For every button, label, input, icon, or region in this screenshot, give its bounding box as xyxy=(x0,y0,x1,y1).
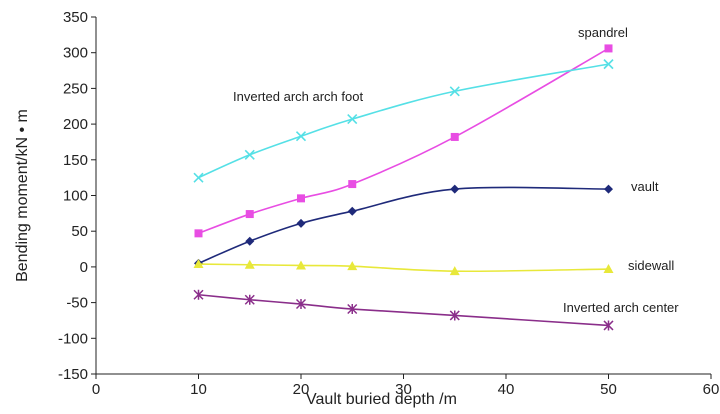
y-tick-label: 300 xyxy=(63,45,88,62)
series-sidewall xyxy=(193,259,614,276)
y-tick-label: 150 xyxy=(63,152,88,169)
series-label-sidewall: sidewall xyxy=(628,258,674,273)
axes xyxy=(91,16,712,379)
series-line-vault xyxy=(198,186,609,265)
data-point-vault xyxy=(604,184,613,194)
series-line-inverted-arch-arch-foot xyxy=(198,63,609,179)
data-point-inverted-arch-arch-foot xyxy=(347,114,358,125)
x-tick-label: 10 xyxy=(190,381,207,398)
y-tick-label: 350 xyxy=(63,9,88,26)
labels: -150 -100 -50 0 50 100 150 200 250 300 350 0 10 20 30 4… xyxy=(58,9,719,398)
x-tick-label: 20 xyxy=(293,381,310,398)
data-point-vault xyxy=(296,218,306,228)
y-tick-label: 100 xyxy=(63,188,88,205)
data-point-inverted-arch-center xyxy=(193,289,204,300)
data-point-inverted-arch-arch-foot xyxy=(295,131,307,142)
data-point-spandrel xyxy=(450,132,459,141)
x-tick-label: 40 xyxy=(498,381,515,398)
data-point-inverted-arch-arch-foot xyxy=(603,59,614,70)
data-point-spandrel xyxy=(348,180,357,189)
series-spandrel xyxy=(194,44,613,238)
y-tick-label: 250 xyxy=(63,80,88,97)
series-label-spandrel: spandrel xyxy=(578,25,628,40)
data-point-vault xyxy=(450,184,460,194)
y-tick-label: 50 xyxy=(71,223,88,240)
data-point-spandrel xyxy=(245,210,254,219)
series-label-inverted-arch-center: Inverted arch center xyxy=(563,300,679,315)
x-tick-label: 0 xyxy=(92,381,100,398)
data-point-spandrel xyxy=(194,229,203,238)
series-label-inverted-arch-arch-foot: Inverted arch arch foot xyxy=(233,89,363,104)
y-tick-label: 0 xyxy=(80,259,88,276)
x-tick-label: 30 xyxy=(395,381,412,398)
data-point-sidewall xyxy=(347,261,358,271)
series-inverted-arch-arch-foot xyxy=(193,59,614,183)
data-point-sidewall xyxy=(244,259,255,269)
x-tick-label: 60 xyxy=(703,381,720,398)
data-point-inverted-arch-center xyxy=(603,320,614,331)
data-point-inverted-arch-arch-foot xyxy=(193,172,204,183)
data-point-sidewall xyxy=(193,259,204,269)
data-point-vault xyxy=(245,236,255,246)
y-tick-label: -150 xyxy=(58,366,88,383)
y-tick-label: -100 xyxy=(58,330,88,347)
y-axis-title: Bending moment/kN • m xyxy=(14,109,31,282)
data-point-inverted-arch-center xyxy=(244,294,255,305)
data-point-sidewall xyxy=(603,264,614,274)
series-line-sidewall xyxy=(198,263,609,273)
data-point-spandrel xyxy=(297,194,305,203)
data-point-inverted-arch-arch-foot xyxy=(244,149,255,160)
series-line-spandrel xyxy=(198,47,609,235)
y-tick-label: -50 xyxy=(66,295,88,312)
data-point-sidewall xyxy=(296,260,306,270)
data-point-inverted-arch-center xyxy=(347,303,358,315)
data-point-inverted-arch-arch-foot xyxy=(449,86,460,97)
data-point-inverted-arch-center xyxy=(449,310,460,321)
series-label-vault: vault xyxy=(631,179,659,194)
data-point-spandrel xyxy=(604,44,613,53)
series-group xyxy=(193,44,614,331)
data-point-inverted-arch-center xyxy=(295,298,307,310)
x-tick-label: 50 xyxy=(600,381,617,398)
x-axis-title: Vault buried depth /m xyxy=(306,391,457,408)
data-point-vault xyxy=(347,206,357,216)
y-tick-label: 200 xyxy=(63,116,88,133)
data-point-sidewall xyxy=(449,266,460,276)
series-inverted-arch-center xyxy=(193,289,614,331)
series-vault xyxy=(194,184,613,268)
series-line-inverted-arch-center xyxy=(198,293,609,327)
